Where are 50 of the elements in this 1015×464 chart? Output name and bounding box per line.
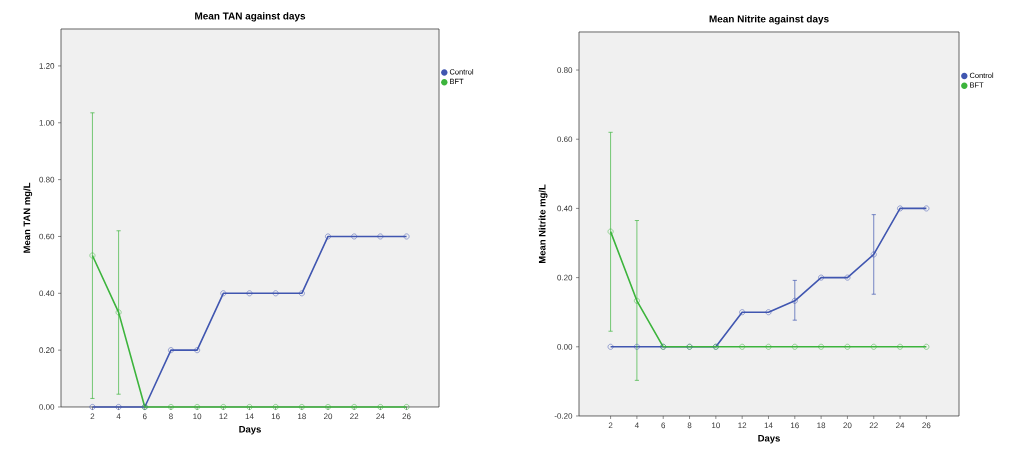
point — [923, 343, 930, 350]
point — [870, 343, 877, 350]
point — [897, 205, 903, 212]
point — [194, 347, 200, 353]
point — [844, 343, 851, 350]
point — [607, 343, 614, 350]
point — [168, 347, 174, 353]
point — [298, 290, 305, 297]
point — [377, 233, 384, 240]
point — [325, 233, 331, 240]
point — [220, 290, 227, 297]
point — [246, 290, 253, 297]
point — [351, 404, 358, 410]
chart-title: Mean Nitrite against days — [709, 15, 829, 25]
point — [739, 309, 746, 316]
y-axis-title: Mean Nitrite mg/L — [538, 184, 548, 264]
point — [115, 404, 122, 410]
point — [739, 343, 746, 350]
point — [844, 274, 851, 281]
y-axis-title: Mean TAN mg/L — [23, 182, 33, 253]
point — [194, 404, 200, 410]
point — [220, 404, 227, 410]
point — [607, 228, 614, 235]
point — [765, 343, 772, 350]
point — [377, 404, 384, 410]
point — [765, 309, 772, 316]
point — [403, 233, 410, 240]
point — [897, 343, 903, 350]
point — [818, 274, 824, 281]
chart-title: Mean TAN against days — [195, 12, 306, 22]
x-axis-title: Days — [758, 434, 780, 444]
point — [89, 252, 96, 259]
point — [791, 297, 798, 304]
point — [168, 404, 174, 410]
x-axis-title: Days — [239, 425, 261, 435]
point — [634, 343, 640, 350]
point — [870, 251, 877, 258]
point — [351, 233, 358, 240]
point — [115, 309, 122, 316]
point — [634, 297, 640, 304]
point — [818, 343, 824, 350]
point — [791, 343, 798, 350]
point — [272, 290, 279, 297]
point — [89, 404, 96, 410]
point — [272, 404, 279, 410]
point — [403, 404, 410, 410]
point — [246, 404, 253, 410]
point — [325, 404, 331, 410]
point — [923, 205, 930, 212]
point — [298, 404, 305, 410]
